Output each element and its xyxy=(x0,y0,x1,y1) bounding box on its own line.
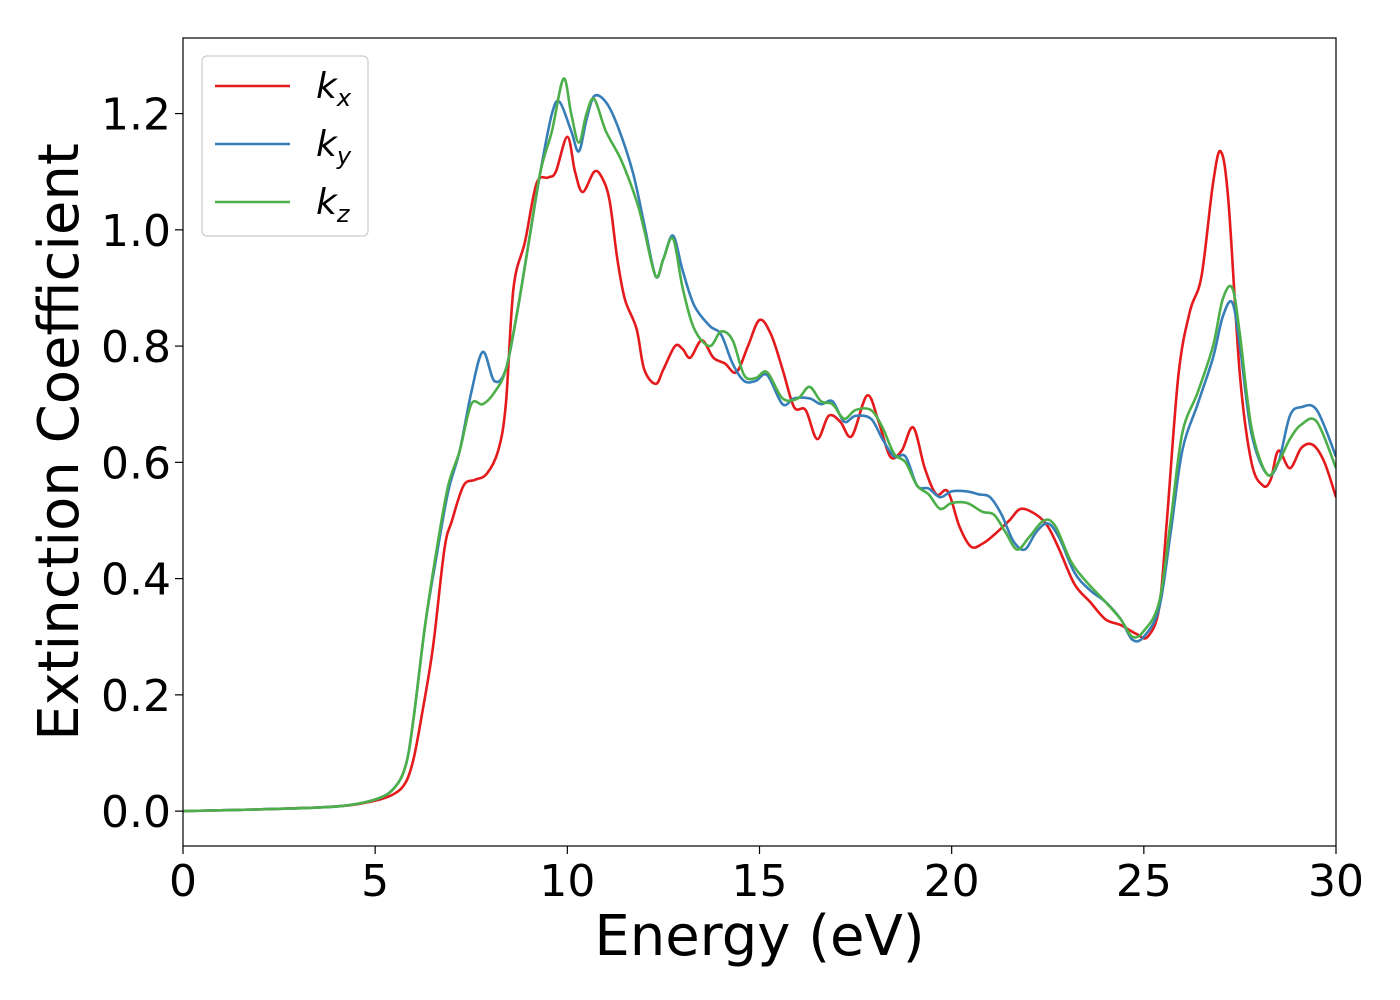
legend-label-ky: ky xyxy=(316,124,352,170)
x-tick-label: 10 xyxy=(539,856,595,907)
y-tick-label: 0.2 xyxy=(101,671,171,722)
x-tick-label: 0 xyxy=(169,856,197,907)
plot-lines xyxy=(183,77,1336,813)
y-axis-label: Extinction Coefficient xyxy=(27,143,92,741)
legend-label-kx: kx xyxy=(316,66,352,112)
x-tick-label: 30 xyxy=(1308,856,1364,907)
x-tick-label: 5 xyxy=(361,856,389,907)
series-line-kx xyxy=(183,135,1336,813)
y-tick-label: 0.4 xyxy=(101,555,171,606)
legend-box xyxy=(201,55,369,237)
y-tick-label: 1.2 xyxy=(101,90,171,141)
y-tick-label: 0.0 xyxy=(101,787,171,838)
legend-label-kz: kz xyxy=(316,182,351,228)
legend: kx ky kz xyxy=(201,55,369,237)
x-tick-label: 20 xyxy=(924,856,980,907)
x-axis: 0 5 10 15 20 25 30 xyxy=(169,846,1364,907)
x-tick-label: 15 xyxy=(732,856,788,907)
x-tick-label: 25 xyxy=(1116,856,1172,907)
y-axis: 0.0 0.2 0.4 0.6 0.8 1.0 1.2 xyxy=(101,90,183,838)
x-axis-label: Energy (eV) xyxy=(594,904,924,969)
y-tick-label: 0.6 xyxy=(101,438,171,489)
series-line-kz xyxy=(183,77,1336,813)
y-tick-label: 0.8 xyxy=(101,322,171,373)
y-tick-label: 1.0 xyxy=(101,206,171,257)
